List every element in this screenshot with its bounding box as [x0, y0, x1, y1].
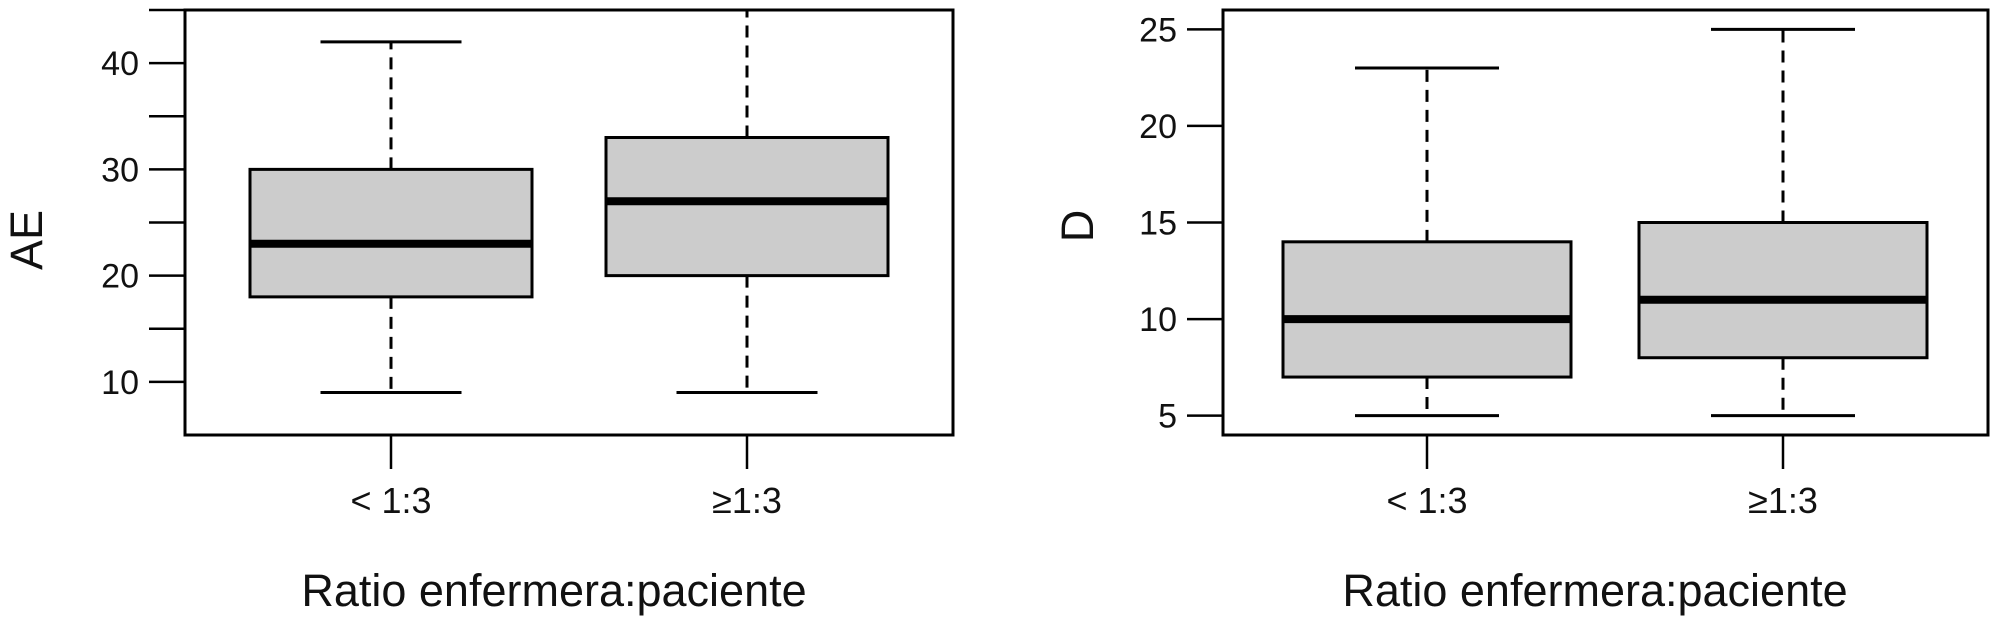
right-y-tick-label: 10 [1139, 301, 1177, 339]
right-box-iqr [1637, 221, 1929, 360]
right-y-tick-label: 15 [1139, 205, 1177, 243]
right-y-tick-label: 25 [1139, 11, 1177, 49]
left-box-iqr [248, 167, 534, 299]
left-y-tick-label: 30 [101, 151, 139, 189]
right-box-iqr [1281, 240, 1573, 379]
left-box-iqr [604, 136, 890, 278]
left-x-category-label: ≥1:3 [712, 480, 782, 521]
right-y-axis-title: D [1052, 210, 1103, 243]
right-x-category-label: ≥1:3 [1748, 480, 1818, 521]
left-y-axis-title: AE [1, 210, 52, 270]
right-y-tick-label: 5 [1158, 398, 1177, 436]
right-y-tick-label: 20 [1139, 108, 1177, 146]
left-y-tick-label: 40 [101, 45, 139, 83]
right-x-category-label: < 1:3 [1386, 480, 1467, 521]
left-y-tick-label: 20 [101, 258, 139, 296]
left-x-axis-title: Ratio enfermera:paciente [301, 565, 806, 616]
left-x-category-label: < 1:3 [350, 480, 431, 521]
right-boxplot-panel: D Ratio enfermera:paciente 5 10 15 20 25 < 1:… [1052, 8, 1990, 616]
right-x-axis-title: Ratio enfermera:paciente [1342, 565, 1847, 616]
left-y-tick-label: 10 [101, 364, 139, 402]
left-boxplot-panel: AE Ratio enfermera:paciente 10 20 30 40 < 1:… [1, 8, 955, 616]
